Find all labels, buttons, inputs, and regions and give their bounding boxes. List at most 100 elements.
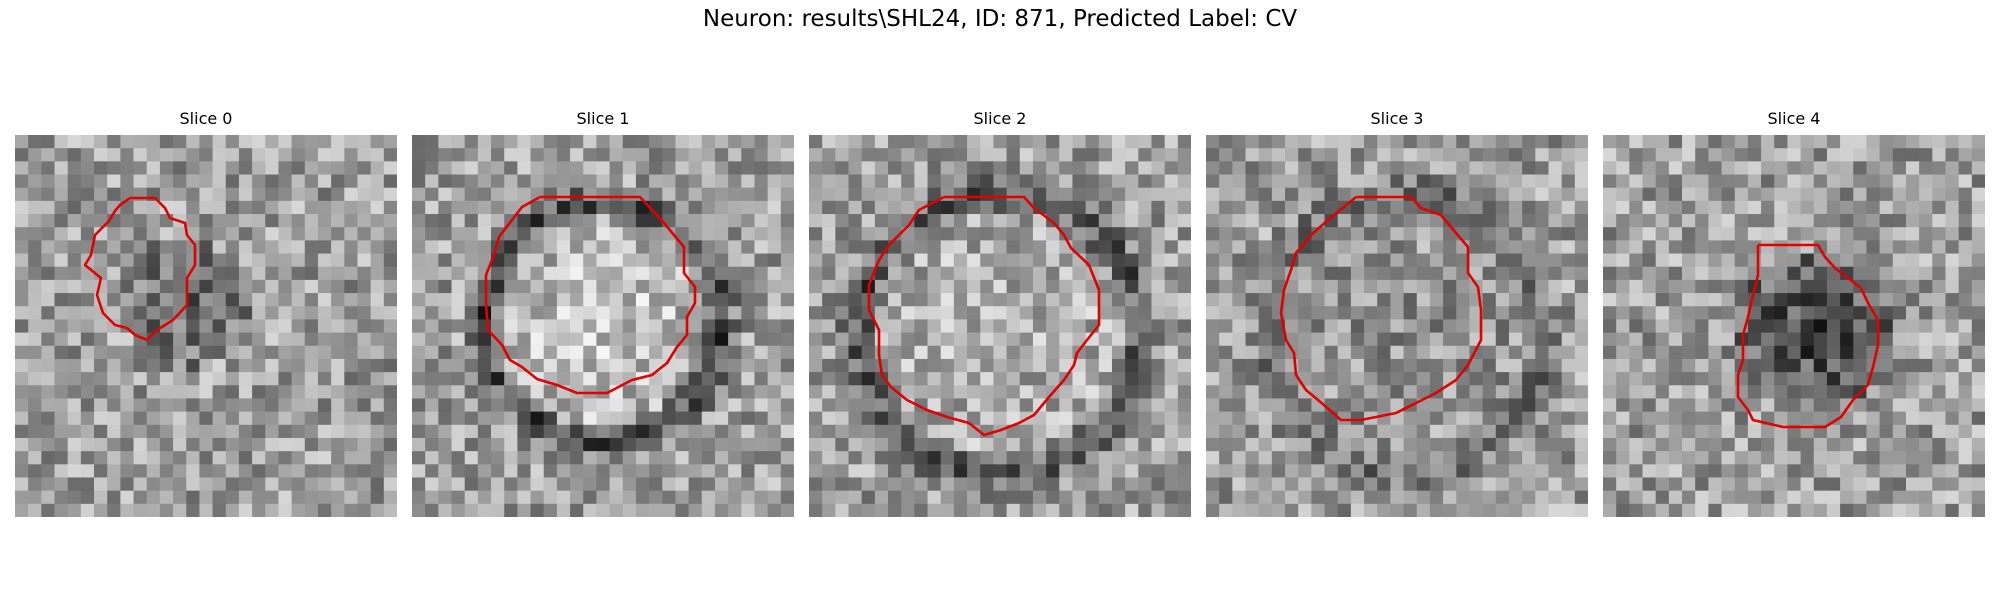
pixel bbox=[556, 358, 571, 373]
pixel bbox=[1774, 187, 1789, 202]
pixel bbox=[1761, 451, 1775, 465]
pixel bbox=[304, 437, 319, 452]
pixel bbox=[54, 293, 69, 307]
pixel bbox=[159, 161, 174, 176]
pixel bbox=[596, 214, 611, 228]
pixel bbox=[1298, 490, 1312, 505]
pixel bbox=[714, 306, 729, 321]
pixel bbox=[1390, 319, 1405, 334]
pixel bbox=[1364, 358, 1378, 373]
pixel bbox=[146, 345, 161, 360]
pixel bbox=[1721, 332, 1736, 347]
pixel bbox=[1232, 306, 1247, 321]
pixel bbox=[543, 345, 558, 360]
pixel bbox=[252, 240, 266, 255]
pixel bbox=[477, 253, 492, 268]
pixel bbox=[1905, 451, 1920, 465]
pixel bbox=[1111, 266, 1126, 281]
pixel bbox=[609, 424, 624, 439]
pixel bbox=[1932, 451, 1947, 465]
pixel bbox=[1932, 240, 1947, 255]
pixel bbox=[1337, 293, 1352, 307]
pixel bbox=[1443, 411, 1457, 426]
pixel bbox=[1429, 161, 1444, 176]
pixel bbox=[1708, 372, 1723, 386]
pixel bbox=[754, 411, 769, 426]
pixel bbox=[159, 424, 174, 439]
pixel bbox=[304, 490, 319, 505]
contour-outline bbox=[83, 196, 197, 342]
pixel bbox=[1456, 200, 1471, 215]
pixel bbox=[556, 266, 571, 281]
pixel bbox=[1945, 135, 1960, 149]
pixel bbox=[464, 332, 479, 347]
pixel bbox=[1324, 424, 1339, 439]
pixel bbox=[1826, 200, 1841, 215]
pixel bbox=[1774, 398, 1789, 413]
pixel bbox=[54, 385, 69, 400]
pixel bbox=[1734, 200, 1749, 215]
pixel bbox=[199, 437, 214, 452]
pixel bbox=[741, 174, 756, 189]
pixel bbox=[1616, 464, 1630, 479]
pixel bbox=[596, 490, 611, 505]
pixel bbox=[1668, 451, 1683, 465]
pixel bbox=[1655, 437, 1670, 452]
pixel bbox=[662, 398, 677, 413]
pixel bbox=[848, 358, 863, 373]
pixel bbox=[504, 200, 518, 215]
pixel bbox=[967, 266, 981, 281]
pixel bbox=[1206, 490, 1220, 505]
pixel bbox=[1059, 266, 1074, 281]
pixel bbox=[914, 253, 929, 268]
pixel bbox=[1311, 161, 1326, 176]
pixel bbox=[1866, 174, 1881, 189]
pixel bbox=[331, 424, 345, 439]
pixel bbox=[1840, 161, 1854, 176]
pixel bbox=[888, 227, 902, 241]
pixel bbox=[822, 148, 836, 162]
pixel bbox=[1059, 451, 1074, 465]
pixel bbox=[1603, 372, 1617, 386]
pixel bbox=[28, 477, 42, 492]
pixel bbox=[464, 200, 479, 215]
pixel bbox=[1258, 214, 1273, 228]
pixel bbox=[1774, 266, 1789, 281]
pixel bbox=[67, 358, 82, 373]
pixel bbox=[1655, 372, 1670, 386]
pixel bbox=[1271, 451, 1286, 465]
pixel bbox=[1508, 240, 1523, 255]
pixel bbox=[1508, 200, 1523, 215]
pixel bbox=[412, 266, 426, 281]
pixel bbox=[1125, 451, 1139, 465]
pixel bbox=[1456, 477, 1471, 492]
pixel bbox=[543, 240, 558, 255]
pixel bbox=[1721, 240, 1736, 255]
pixel bbox=[1508, 332, 1523, 347]
pixel bbox=[741, 161, 756, 176]
pixel bbox=[1364, 253, 1378, 268]
pixel bbox=[94, 253, 108, 268]
pixel bbox=[517, 266, 532, 281]
pixel bbox=[304, 227, 319, 241]
pixel bbox=[1350, 385, 1365, 400]
pixel bbox=[780, 411, 794, 426]
pixel bbox=[1350, 200, 1365, 215]
slice-title: Slice 0 bbox=[179, 109, 233, 128]
pixel bbox=[491, 503, 505, 517]
pixel bbox=[291, 306, 306, 321]
pixel bbox=[1548, 135, 1563, 149]
pixel bbox=[278, 332, 293, 347]
pixel bbox=[1761, 345, 1775, 360]
pixel bbox=[517, 332, 532, 347]
pixel bbox=[1032, 214, 1047, 228]
pixel bbox=[1258, 503, 1273, 517]
pixel bbox=[252, 253, 266, 268]
pixel bbox=[1125, 332, 1139, 347]
pixel bbox=[80, 451, 95, 465]
pixel bbox=[173, 253, 187, 268]
pixel bbox=[491, 266, 505, 281]
pixel bbox=[317, 358, 332, 373]
pixel bbox=[438, 161, 453, 176]
pixel bbox=[530, 319, 545, 334]
